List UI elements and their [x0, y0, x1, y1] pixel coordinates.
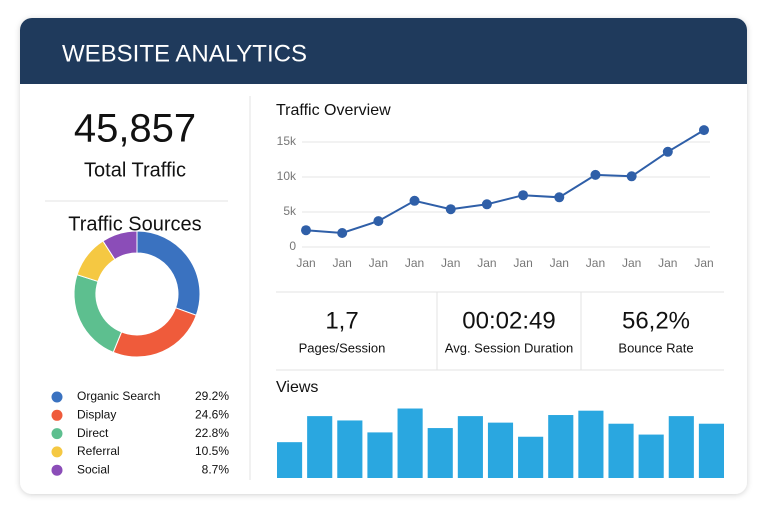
legend-label: Social: [77, 462, 110, 476]
line-point: [699, 125, 709, 136]
legend-value: 8.7%: [202, 462, 230, 476]
y-tick-label: 15k: [277, 134, 297, 148]
legend-dot: [51, 409, 63, 421]
y-tick-label: 5k: [283, 204, 297, 218]
legend-dot: [51, 446, 63, 458]
line: [305, 129, 705, 235]
line-point: [373, 216, 384, 227]
line-point: [626, 171, 637, 182]
x-tick-label: Jan: [694, 256, 713, 270]
line-point: [445, 204, 456, 215]
bar: [578, 410, 604, 478]
legend-value: 10.5%: [195, 444, 229, 458]
line-point: [481, 199, 492, 210]
bar: [307, 416, 333, 478]
stat-value: 00:02:49: [462, 307, 555, 334]
x-tick-label: Jan: [622, 256, 641, 270]
legend-label: Display: [77, 407, 116, 421]
stat-value: 1,7: [325, 307, 358, 334]
total-label: Total Traffic: [84, 159, 186, 181]
legend-value: 29.2%: [195, 389, 229, 403]
line-point: [518, 190, 529, 201]
bar: [337, 420, 363, 478]
line-point: [554, 192, 565, 203]
bar: [698, 423, 724, 478]
stat-label: Pages/Session: [299, 340, 386, 355]
line-point: [337, 228, 348, 238]
stat-label: Avg. Session Duration: [445, 340, 573, 355]
bar: [397, 408, 423, 478]
chart-title: Traffic Sources: [68, 213, 201, 235]
stat-value: 56,2%: [622, 307, 690, 334]
bar: [668, 416, 694, 478]
legend-dot: [51, 464, 63, 476]
bar: [277, 442, 303, 478]
x-tick-label: Jan: [333, 256, 352, 270]
legend-value: 24.6%: [195, 407, 229, 421]
header-title: WEBSITE ANALYTICS: [62, 40, 307, 67]
x-tick-label: Jan: [658, 256, 677, 270]
y-tick-label: 0: [289, 239, 296, 253]
bar: [427, 428, 453, 478]
legend-label: Direct: [77, 426, 109, 440]
bar: [608, 423, 634, 478]
y-tick-label: 10k: [277, 169, 297, 183]
x-tick-label: Jan: [550, 256, 569, 270]
bar: [638, 434, 664, 478]
legend-label: Organic Search: [77, 389, 160, 403]
header-bar: [20, 18, 747, 84]
legend-dot: [51, 428, 63, 440]
x-tick-label: Jan: [369, 256, 388, 270]
bar: [367, 432, 393, 478]
card: [20, 18, 747, 494]
legend-dot: [51, 391, 63, 403]
total-value: 45,857: [74, 107, 196, 151]
donut-segment: [102, 230, 138, 261]
bar: [487, 422, 514, 478]
x-tick-label: Jan: [441, 256, 460, 270]
legend-label: Referral: [77, 444, 120, 458]
x-tick-label: Jan: [405, 256, 424, 270]
x-tick-label: Jan: [513, 256, 532, 270]
chart-title: Traffic Overview: [276, 102, 391, 119]
bar: [457, 416, 483, 478]
stat-label: Bounce Rate: [618, 340, 693, 355]
line-point: [662, 146, 673, 157]
x-tick-label: Jan: [477, 256, 496, 270]
line-point: [301, 225, 311, 236]
x-tick-label: Jan: [586, 256, 605, 270]
bar: [548, 415, 574, 478]
legend-value: 22.8%: [195, 426, 229, 440]
bar: [518, 436, 544, 478]
line-point: [590, 169, 601, 180]
line-point: [409, 195, 420, 206]
x-tick-label: Jan: [296, 256, 315, 270]
chart-title: Views: [276, 379, 318, 396]
